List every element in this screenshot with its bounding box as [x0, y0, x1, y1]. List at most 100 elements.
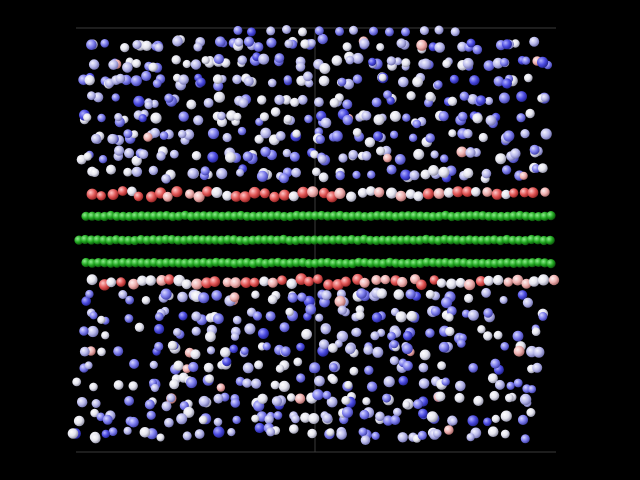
solvent-atom	[266, 37, 277, 48]
interface-atom	[386, 187, 398, 199]
solvent-atom	[154, 341, 164, 352]
solvent-atom	[253, 42, 264, 52]
solvent-atom	[349, 25, 358, 35]
solvent-atom	[278, 380, 290, 392]
interface-atom	[279, 189, 290, 201]
solvent-atom	[348, 149, 359, 160]
solvent-atom	[529, 144, 540, 155]
solvent-atom	[478, 132, 488, 143]
solvent-atom	[362, 397, 371, 406]
interface-atom	[464, 279, 476, 291]
interface-atom	[240, 277, 252, 288]
solvent-atom	[352, 327, 362, 337]
solvent-atom	[328, 343, 338, 353]
solvent-atom	[125, 295, 134, 305]
solvent-atom	[418, 362, 429, 373]
solvent-atom	[91, 399, 101, 408]
interface-atom	[267, 277, 278, 288]
interface-atom	[202, 186, 213, 197]
solvent-atom	[206, 346, 216, 355]
solvent-atom	[442, 59, 452, 69]
solvent-atom	[342, 42, 352, 52]
solvent-atom	[259, 112, 269, 122]
solvent-atom	[265, 311, 276, 322]
solvent-atom	[376, 43, 385, 52]
solvent-atom	[154, 323, 165, 335]
solvent-atom	[300, 39, 310, 49]
solvent-atom	[262, 342, 271, 351]
solvent-atom	[303, 295, 315, 307]
solvent-atom	[462, 57, 474, 69]
solvent-atom	[358, 427, 368, 437]
solvent-atom	[389, 356, 399, 366]
solvent-atom	[490, 358, 501, 369]
solvent-atom	[111, 93, 120, 102]
solvent-atom	[318, 172, 329, 183]
solvent-atom	[335, 170, 345, 181]
solvent-atom	[91, 133, 101, 144]
interface-atom	[288, 191, 299, 202]
solvent-atom	[419, 26, 429, 36]
interface-atom	[491, 188, 503, 200]
solvent-atom	[120, 43, 130, 53]
solvent-atom	[371, 312, 382, 323]
solvent-atom	[370, 331, 380, 341]
solvent-atom	[462, 168, 474, 179]
solvent-atom	[538, 311, 548, 321]
solvent-atom	[450, 27, 460, 37]
interface-atom	[346, 191, 357, 202]
solvent-atom	[169, 149, 179, 159]
solvent-atom	[144, 399, 155, 410]
solvent-atom	[438, 111, 449, 122]
solvent-atom	[171, 55, 181, 65]
solvent-atom	[382, 393, 392, 403]
solvent-atom	[243, 36, 255, 47]
solvent-atom	[213, 313, 224, 325]
membrane-atom	[546, 211, 556, 221]
solvent-atom	[378, 73, 387, 82]
solvent-atom	[315, 313, 324, 322]
solvent-atom	[326, 396, 338, 408]
interface-atom	[323, 279, 334, 291]
solvent-atom	[232, 315, 242, 325]
solvent-atom	[90, 168, 100, 178]
solvent-atom	[123, 167, 133, 177]
solvent-atom	[337, 305, 347, 315]
solvent-atom	[344, 380, 353, 390]
solvent-atom	[464, 293, 474, 303]
interface-atom	[501, 189, 511, 200]
solvent-atom	[320, 117, 332, 129]
solvent-atom	[408, 133, 418, 142]
interface-atom	[185, 189, 195, 199]
interface-atom	[128, 278, 140, 290]
interface-atom	[509, 188, 519, 198]
solvent-atom	[468, 363, 479, 373]
solvent-atom	[537, 56, 549, 68]
solvent-atom	[113, 346, 124, 357]
interface-atom	[395, 190, 407, 202]
solvent-atom	[318, 75, 330, 87]
solvent-atom	[267, 78, 277, 88]
solvent-atom	[312, 167, 321, 177]
solvent-atom	[243, 76, 254, 87]
solvent-atom	[205, 374, 214, 384]
solvent-atom	[211, 290, 222, 301]
solvent-atom	[334, 295, 346, 307]
solvent-atom	[498, 92, 510, 104]
solvent-atom	[149, 360, 158, 369]
interface-atom	[304, 276, 314, 287]
solvent-atom	[193, 42, 203, 52]
solvent-atom	[281, 95, 292, 105]
solvent-atom	[87, 325, 99, 338]
solvent-atom	[412, 119, 422, 129]
interface-atom	[269, 191, 280, 203]
interface-atom	[230, 191, 242, 202]
solvent-atom	[418, 378, 430, 389]
solvent-atom	[230, 332, 240, 341]
solvent-atom	[481, 287, 491, 298]
solvent-atom	[371, 97, 382, 108]
solvent-atom	[291, 167, 301, 178]
solvent-atom	[242, 151, 253, 162]
solvent-atom	[420, 58, 432, 70]
solvent-atom	[386, 164, 397, 175]
